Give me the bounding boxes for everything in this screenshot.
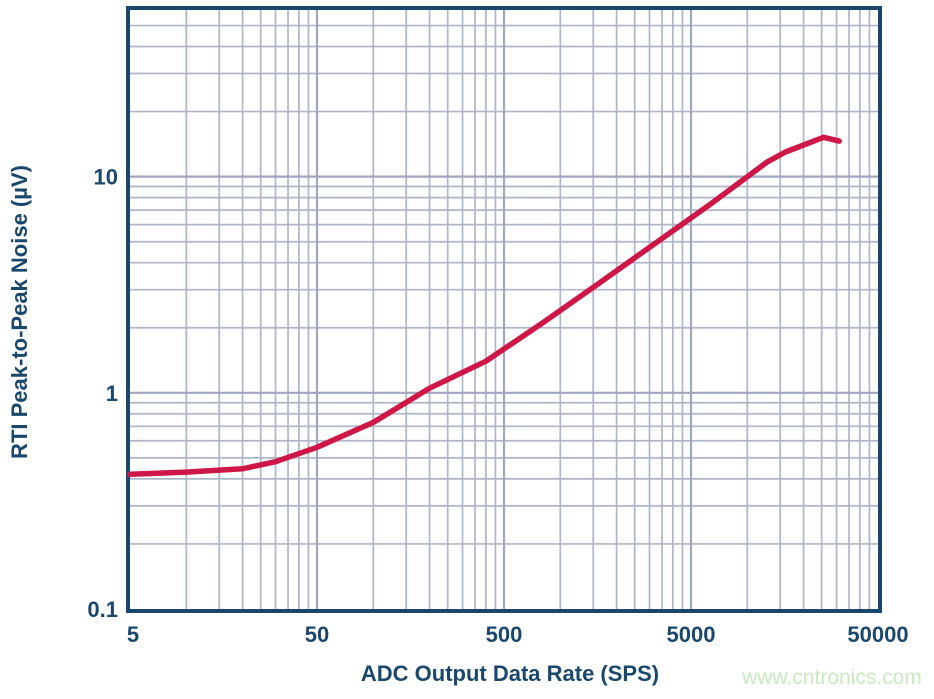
x-tick-label: 50000 [847,622,908,647]
y-tick-label: 10 [94,165,118,190]
x-axis-title: ADC Output Data Rate (SPS) [361,661,659,686]
noise-curve [127,134,842,478]
y-tick-label: 0.1 [87,597,118,622]
major-grid-lines [130,10,878,609]
plot-border [126,6,882,613]
x-tick-label: 5 [127,622,139,647]
y-axis-tick-labels: 0.1 1 10 [87,165,118,622]
x-tick-label: 50 [305,622,329,647]
x-tick-label: 5000 [667,622,716,647]
x-axis-tick-labels: 5 50 500 5000 50000 [127,622,909,647]
y-tick-label: 1 [106,381,118,406]
watermark-text: www.cntronics.com [741,666,922,689]
x-tick-label: 500 [486,622,523,647]
y-axis-title: RTI Peak-to-Peak Noise (µV) [7,165,32,459]
